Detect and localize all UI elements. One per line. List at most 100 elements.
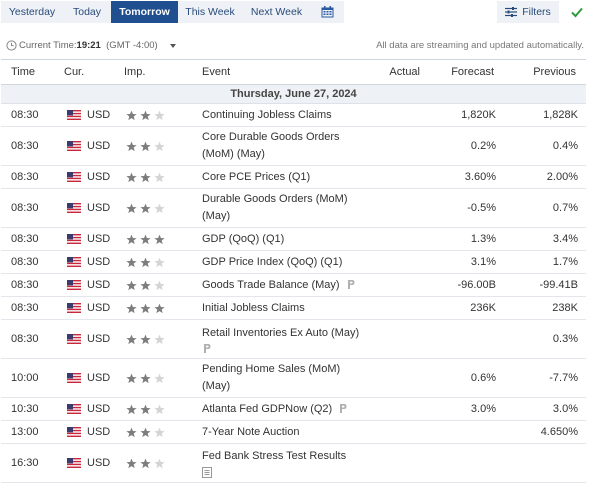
star-icon <box>154 234 165 244</box>
forecast-value: 3.1% <box>424 250 504 274</box>
table-row[interactable]: 10:00 USD Pending Home Sales (MoM) (May) 0.… <box>1 358 586 398</box>
table-row[interactable]: 08:30 USD GDP Price Index (QoQ) (Q1) 3.1% 1.… <box>1 250 586 274</box>
event-cell[interactable]: Pending Home Sales (MoM) (May) <box>198 358 370 398</box>
currency-cell: USD <box>58 227 118 251</box>
event-name[interactable]: Core PCE Prices (Q1) <box>202 170 311 183</box>
event-cell[interactable]: Durable Goods Orders (MoM) (May) <box>198 188 370 228</box>
event-cell[interactable]: Initial Jobless Claims <box>198 296 370 320</box>
event-cell[interactable]: Retail Inventories Ex Auto (May) <box>198 319 370 359</box>
tab-today[interactable]: Today <box>72 6 102 18</box>
previous-value: -7.7% <box>504 358 586 398</box>
currency-code: USD <box>87 426 111 438</box>
streaming-note: All data are streaming and updated autom… <box>376 40 584 51</box>
table-row[interactable]: 08:30 USD Core PCE Prices (Q1) 3.60% 2.00% <box>1 165 586 189</box>
event-name[interactable]: Initial Jobless Claims <box>202 301 305 314</box>
currency-cell: USD <box>58 397 118 421</box>
us-flag-icon <box>67 172 81 182</box>
currency-cell: USD <box>58 165 118 189</box>
table-row[interactable]: 08:30 USD Durable Goods Orders (MoM) (May)… <box>1 188 586 228</box>
importance-cell <box>118 296 198 320</box>
event-name[interactable]: Retail Inventories Ex Auto (May) <box>202 326 360 339</box>
event-time: 08:30 <box>1 319 58 359</box>
table-row[interactable]: 10:30 USD Atlanta Fed GDPNow (Q2) 3.0% 3.0% <box>1 397 586 421</box>
currency-code: USD <box>87 279 111 291</box>
event-time: 08:30 <box>1 250 58 274</box>
date-row: Thursday, June 27, 2024 <box>1 84 586 104</box>
star-icon <box>140 110 151 120</box>
event-name[interactable]: Continuing Jobless Claims <box>202 108 332 121</box>
current-time: Current Time:19:21 (GMT -4:00) <box>19 40 158 51</box>
table-row[interactable]: 08:30 USD GDP (QoQ) (Q1) 1.3% 3.4% <box>1 227 586 251</box>
table-row[interactable]: 13:00 USD 7-Year Note Auction 4.650% <box>1 420 586 444</box>
actual-value <box>370 250 424 274</box>
event-cell[interactable]: 7-Year Note Auction <box>198 420 370 444</box>
event-name[interactable]: 7-Year Note Auction <box>202 425 300 438</box>
actual-value <box>370 126 424 166</box>
importance-stars <box>122 303 194 314</box>
header-actual: Actual <box>370 59 424 85</box>
event-cell[interactable]: Fed Bank Stress Test Results <box>198 443 370 483</box>
previous-value: -99.41B <box>504 273 586 297</box>
forecast-value <box>424 443 504 483</box>
star-icon <box>140 280 151 290</box>
importance-stars <box>122 458 194 469</box>
us-flag-icon <box>67 427 81 437</box>
star-icon <box>126 172 137 182</box>
tab-yesterday[interactable]: Yesterday <box>8 6 56 18</box>
event-name[interactable]: Core Durable Goods Orders (MoM) (May) <box>202 131 340 160</box>
event-cell[interactable]: GDP (QoQ) (Q1) <box>198 227 370 251</box>
actual-value <box>370 397 424 421</box>
us-flag-icon <box>67 110 81 120</box>
event-name[interactable]: Atlanta Fed GDPNow (Q2) <box>202 402 333 415</box>
tab-next-week[interactable]: Next Week <box>250 6 303 18</box>
event-name[interactable]: GDP Price Index (QoQ) (Q1) <box>202 255 343 268</box>
calendar-button[interactable] <box>311 1 344 23</box>
importance-stars <box>122 257 194 268</box>
table-row[interactable]: 08:30 USD Continuing Jobless Claims 1,820K 1… <box>1 103 586 127</box>
event-cell[interactable]: Continuing Jobless Claims <box>198 103 370 127</box>
currency-cell: USD <box>58 188 118 228</box>
event-name[interactable]: Pending Home Sales (MoM) (May) <box>202 363 341 392</box>
table-header-row: Time Cur. Imp. Event Actual Forecast Pre… <box>1 59 586 85</box>
importance-cell <box>118 273 198 297</box>
previous-value: 2.00% <box>504 165 586 189</box>
event-cell[interactable]: Atlanta Fed GDPNow (Q2) <box>198 397 370 421</box>
table-row[interactable]: 08:30 USD Goods Trade Balance (May) -96.00B… <box>1 273 586 297</box>
event-cell[interactable]: Core Durable Goods Orders (MoM) (May) <box>198 126 370 166</box>
event-name[interactable]: Fed Bank Stress Test Results <box>202 450 347 462</box>
timezone-selector[interactable]: (GMT -4:00) <box>106 40 158 51</box>
filters-button[interactable]: Filters <box>497 1 559 23</box>
table-row[interactable]: 08:30 USD Core Durable Goods Orders (MoM) … <box>1 126 586 166</box>
currency-cell: USD <box>58 443 118 483</box>
tab-this-week[interactable]: This Week <box>185 6 235 18</box>
us-flag-icon <box>67 373 81 383</box>
event-name[interactable]: GDP (QoQ) (Q1) <box>202 232 285 245</box>
us-flag-icon <box>67 404 81 414</box>
forecast-value: 0.2% <box>424 126 504 166</box>
importance-cell <box>118 103 198 127</box>
star-icon <box>126 373 137 383</box>
table-row[interactable]: 08:30 USD Initial Jobless Claims 236K 238K <box>1 296 586 320</box>
importance-stars <box>122 427 194 438</box>
event-cell[interactable]: Goods Trade Balance (May) <box>198 273 370 297</box>
currency-code: USD <box>87 256 111 268</box>
actual-value <box>370 296 424 320</box>
actual-value <box>370 319 424 359</box>
currency-code: USD <box>87 457 111 469</box>
event-name[interactable]: Goods Trade Balance (May) <box>202 278 340 291</box>
event-name[interactable]: Durable Goods Orders (MoM) (May) <box>202 193 348 222</box>
forecast-value: 1,820K <box>424 103 504 127</box>
table-row[interactable]: 08:30 USD Retail Inventories Ex Auto (May)… <box>1 319 586 359</box>
event-cell[interactable]: Core PCE Prices (Q1) <box>198 165 370 189</box>
preliminary-icon <box>204 343 211 353</box>
header-time: Time <box>1 59 58 85</box>
importance-stars <box>122 172 194 183</box>
importance-stars <box>122 373 194 384</box>
chevron-down-icon[interactable] <box>170 44 176 48</box>
event-cell[interactable]: GDP Price Index (QoQ) (Q1) <box>198 250 370 274</box>
table-row[interactable]: 16:30 USD Fed Bank Stress Test Results <box>1 443 586 483</box>
star-icon <box>154 427 165 437</box>
star-icon <box>140 404 151 414</box>
tab-tomorrow[interactable]: Tomorrow <box>111 1 178 23</box>
star-icon <box>126 427 137 437</box>
